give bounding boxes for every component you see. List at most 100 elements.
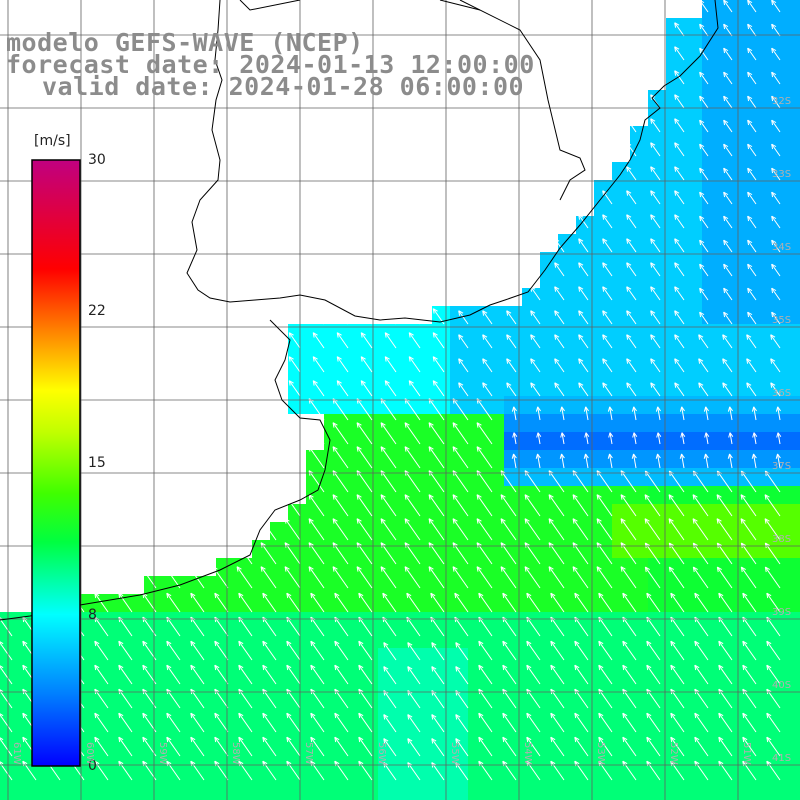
wind-cell [792, 558, 800, 576]
wind-cell [540, 270, 558, 288]
wind-cell [684, 396, 702, 414]
wind-cell [180, 630, 198, 648]
wind-cell [180, 612, 198, 630]
wind-cell [738, 234, 756, 252]
wind-cell [432, 414, 450, 432]
wind-arrow [214, 712, 229, 733]
latitude-label: 39S [772, 607, 792, 618]
wind-cell [738, 468, 756, 486]
wind-cell [666, 324, 684, 342]
wind-cell [522, 558, 540, 576]
wind-cell [648, 504, 666, 522]
wind-arrow [506, 310, 517, 325]
wind-cell [792, 378, 800, 396]
wind-arrow [310, 640, 325, 661]
wind-cell [414, 504, 432, 522]
wind-cell [756, 234, 774, 252]
wind-arrow [452, 446, 469, 469]
wind-arrow [535, 406, 541, 421]
wind-cell [738, 396, 756, 414]
wind-cell [558, 342, 576, 360]
wind-cell [774, 216, 792, 234]
wind-cell [522, 684, 540, 702]
wind-cell [648, 234, 666, 252]
wind-arrow [770, 334, 781, 349]
wind-arrow [260, 566, 277, 589]
wind-cell [738, 540, 756, 558]
wind-cell [432, 612, 450, 630]
latitude-label: 40S [772, 680, 792, 691]
wind-arrow [699, 287, 709, 301]
wind-cell [630, 468, 648, 486]
wind-cell [504, 792, 522, 800]
wind-cell [468, 468, 486, 486]
wind-cell [684, 342, 702, 360]
wind-cell [630, 324, 648, 342]
wind-cell [720, 540, 738, 558]
wind-cell [342, 720, 360, 738]
wind-cell [666, 504, 684, 522]
latitude-label: 41S [772, 753, 792, 764]
wind-cell [738, 504, 756, 522]
wind-arrow [432, 284, 445, 301]
wind-cell [522, 432, 540, 450]
wind-cell [450, 360, 468, 378]
wind-cell [396, 360, 414, 378]
wind-cell [288, 558, 306, 576]
wind-arrow [583, 453, 589, 469]
wind-arrow [766, 640, 781, 661]
wind-cell [684, 702, 702, 720]
wind-cell [504, 576, 522, 594]
wind-cell [396, 342, 414, 360]
wind-cell [342, 684, 360, 702]
wind-cell [0, 792, 18, 800]
wind-cell [0, 648, 18, 666]
wind-cell [684, 666, 702, 684]
wind-cell [288, 666, 306, 684]
wind-cell [792, 324, 800, 342]
wind-cell [540, 378, 558, 396]
wind-cell [720, 648, 738, 666]
wind-cell [792, 162, 800, 180]
wind-cell [720, 450, 738, 468]
wind-cell [648, 198, 666, 216]
wind-cell [414, 666, 432, 684]
wind-cell [666, 126, 684, 144]
wind-cell [0, 720, 18, 738]
wind-arrow [238, 640, 253, 661]
wind-arrow [431, 738, 445, 757]
wind-cell [684, 108, 702, 126]
wind-cell [396, 666, 414, 684]
wind-cell [540, 522, 558, 540]
wind-arrow [596, 494, 613, 517]
wind-cell [396, 594, 414, 612]
wind-arrow [740, 494, 757, 517]
wind-arrow [771, 167, 781, 181]
wind-cell [630, 288, 648, 306]
wind-cell [288, 774, 306, 792]
wind-cell [576, 558, 594, 576]
wind-arrow [384, 308, 397, 325]
wind-arrow [511, 406, 517, 421]
wind-cell [648, 558, 666, 576]
wind-arrow [190, 640, 205, 661]
wind-arrow [0, 713, 13, 733]
coastline [0, 0, 719, 621]
wind-cell [738, 738, 756, 756]
wind-cell [594, 666, 612, 684]
wind-cell [540, 306, 558, 324]
wind-arrow [602, 214, 613, 229]
wind-arrow [428, 518, 445, 541]
wind-cell [576, 450, 594, 468]
wind-cell [774, 558, 792, 576]
wind-cell [108, 792, 126, 800]
wind-cell [216, 684, 234, 702]
wind-cell [612, 504, 630, 522]
wind-cell [126, 666, 144, 684]
wind-cell [594, 216, 612, 234]
wind-cell [522, 666, 540, 684]
wind-cell [324, 378, 342, 396]
valid-date: valid date: 2024-01-28 06:00:00 [42, 72, 525, 101]
wind-cell [702, 342, 720, 360]
